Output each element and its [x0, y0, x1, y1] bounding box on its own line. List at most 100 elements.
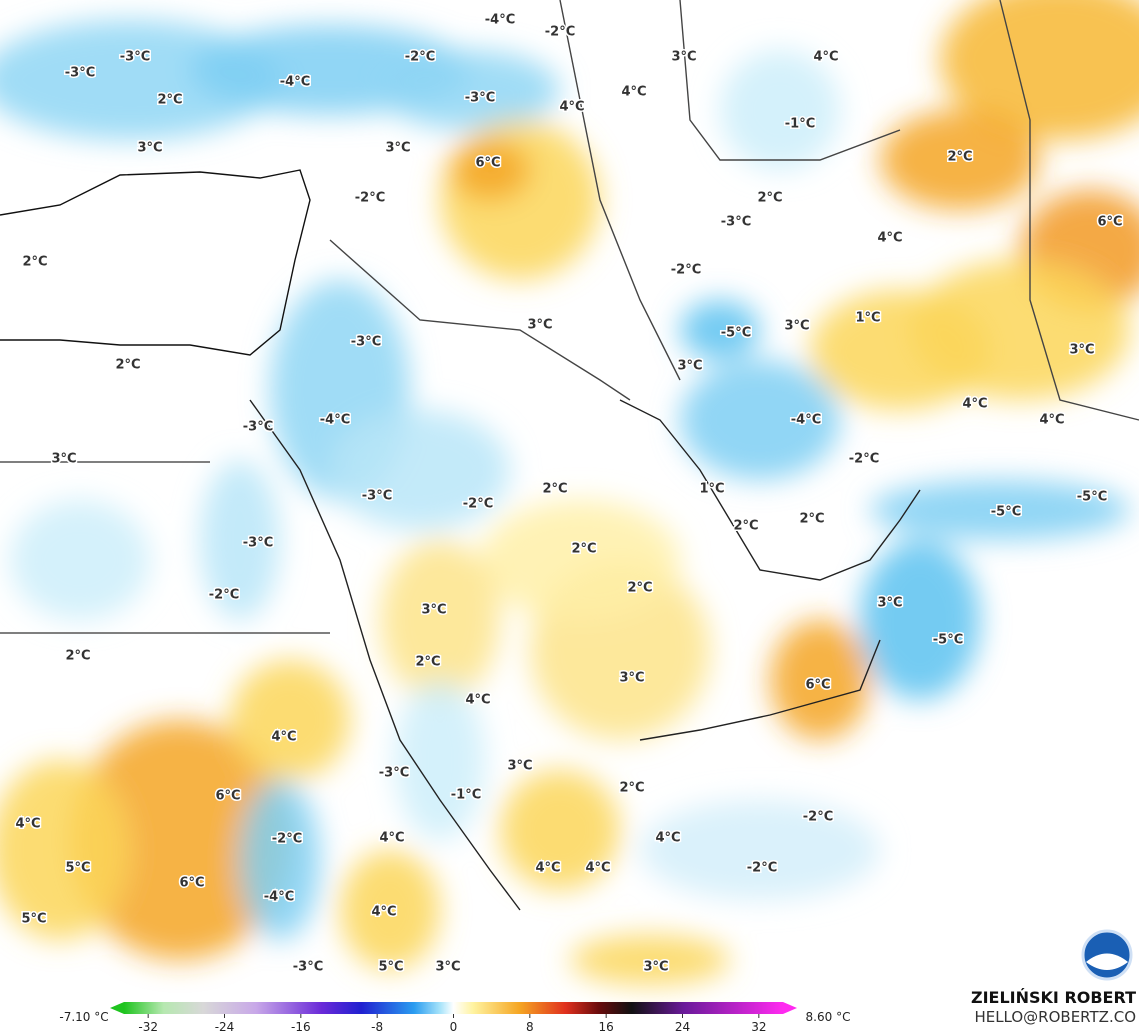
field-blob	[720, 50, 840, 170]
temperature-label: 5°C	[378, 960, 403, 975]
temperature-label: 4°C	[1039, 413, 1064, 428]
colorbar-low-tip	[110, 1002, 124, 1014]
contact: HELLO@ROBERTZ.CO	[974, 1008, 1136, 1026]
temperature-label: 2°C	[415, 655, 440, 670]
temperature-label: 4°C	[559, 100, 584, 115]
temperature-label: 5°C	[21, 912, 46, 927]
temperature-label: 3°C	[643, 960, 668, 975]
field-blob	[200, 460, 280, 620]
temperature-label: 4°C	[962, 397, 987, 412]
noaa-logo	[1081, 929, 1133, 981]
field-blob	[380, 540, 500, 700]
temperature-label: 6°C	[805, 678, 830, 693]
temperature-label: -3°C	[293, 960, 323, 975]
temperature-label: 4°C	[585, 861, 610, 876]
field-blob	[450, 140, 530, 200]
field-blob	[770, 620, 870, 740]
temperature-label: -3°C	[120, 50, 150, 65]
temperature-label: 4°C	[15, 817, 40, 832]
temperature-label: -1°C	[785, 117, 815, 132]
temperature-label: 3°C	[671, 50, 696, 65]
borders	[0, 0, 1139, 911]
temperature-label: -2°C	[463, 497, 493, 512]
field-blob	[330, 410, 510, 530]
temperature-label: -3°C	[351, 335, 381, 350]
temperature-label: 3°C	[385, 141, 410, 156]
temperature-label: 6°C	[1097, 215, 1122, 230]
temperature-label: 6°C	[215, 789, 240, 804]
temperature-label: 2°C	[627, 581, 652, 596]
temperature-label: -1°C	[451, 788, 481, 803]
colorbar-tick-label: 8	[526, 1020, 534, 1034]
field-blob	[480, 500, 680, 620]
field-blob	[810, 290, 990, 410]
field-blob	[680, 360, 840, 480]
field-blob	[880, 110, 1040, 210]
colorbar-min: -7.10 °C	[59, 1010, 108, 1024]
temperature-label: 6°C	[475, 156, 500, 171]
temperature-label: -3°C	[465, 91, 495, 106]
temperature-label: 3°C	[619, 671, 644, 686]
temperature-label: -2°C	[209, 588, 239, 603]
colorbar-ticks: -32 -24 -16 -8 0 8 16 24 32	[138, 1014, 766, 1034]
temperature-label: -4°C	[280, 75, 310, 90]
colorbar-tick-label: -24	[215, 1020, 235, 1034]
temperature-label: 2°C	[65, 649, 90, 664]
temperature-label: 2°C	[542, 482, 567, 497]
field-blob	[440, 120, 600, 280]
temperature-label: 3°C	[51, 452, 76, 467]
temperature-label: -3°C	[379, 766, 409, 781]
colorbar	[124, 1002, 783, 1014]
temperature-label: -2°C	[747, 861, 777, 876]
temperature-label: -3°C	[362, 489, 392, 504]
colorbar-tick-label: -8	[371, 1020, 383, 1034]
temperature-label: 5°C	[65, 861, 90, 876]
temperature-label: -4°C	[320, 413, 350, 428]
temperature-label: 4°C	[371, 905, 396, 920]
temperature-label: -5°C	[1077, 490, 1107, 505]
temperature-label: -5°C	[933, 633, 963, 648]
temperature-label: 4°C	[813, 50, 838, 65]
field-blob	[70, 720, 290, 960]
author: ZIELIŃSKI ROBERT	[971, 988, 1136, 1007]
temperature-label: -4°C	[791, 413, 821, 428]
field-blob	[680, 300, 760, 360]
colorbar-max: 8.60 °C	[806, 1010, 851, 1024]
field-blob	[870, 480, 1130, 540]
temperature-label: -3°C	[65, 66, 95, 81]
temperature-label: -2°C	[803, 810, 833, 825]
temperature-label: 4°C	[465, 693, 490, 708]
temperature-label: 3°C	[784, 319, 809, 334]
temperature-label: 3°C	[421, 603, 446, 618]
colorbar-tick-label: -32	[138, 1020, 158, 1034]
temperature-label: -2°C	[272, 832, 302, 847]
field-blob	[10, 500, 150, 620]
temperature-label: -2°C	[545, 25, 575, 40]
temperature-label: 3°C	[137, 141, 162, 156]
temperature-label: 4°C	[621, 85, 646, 100]
temperature-label: 2°C	[757, 191, 782, 206]
temperature-label: 4°C	[379, 831, 404, 846]
colorbar-tick-label: -16	[291, 1020, 311, 1034]
temperature-label: 3°C	[527, 318, 552, 333]
field-blob	[380, 50, 560, 130]
temperature-label: 1°C	[855, 311, 880, 326]
temperature-label: -2°C	[405, 50, 435, 65]
temperature-label: 3°C	[877, 596, 902, 611]
field-blob	[340, 850, 440, 970]
temperature-label: 2°C	[157, 93, 182, 108]
colorbar-tick-label: 32	[751, 1020, 766, 1034]
colorbar-tick-label: 0	[450, 1020, 458, 1034]
temperature-label: 2°C	[733, 519, 758, 534]
field-blob	[395, 680, 485, 840]
temperature-label: 3°C	[507, 759, 532, 774]
temperature-label: 4°C	[271, 730, 296, 745]
temperature-label: 2°C	[947, 150, 972, 165]
temperature-label: -4°C	[264, 890, 294, 905]
field-blob	[570, 935, 730, 985]
field-blob	[230, 660, 350, 780]
field-blob	[860, 540, 980, 700]
temperature-label: 2°C	[22, 255, 47, 270]
temperature-label: -3°C	[243, 420, 273, 435]
